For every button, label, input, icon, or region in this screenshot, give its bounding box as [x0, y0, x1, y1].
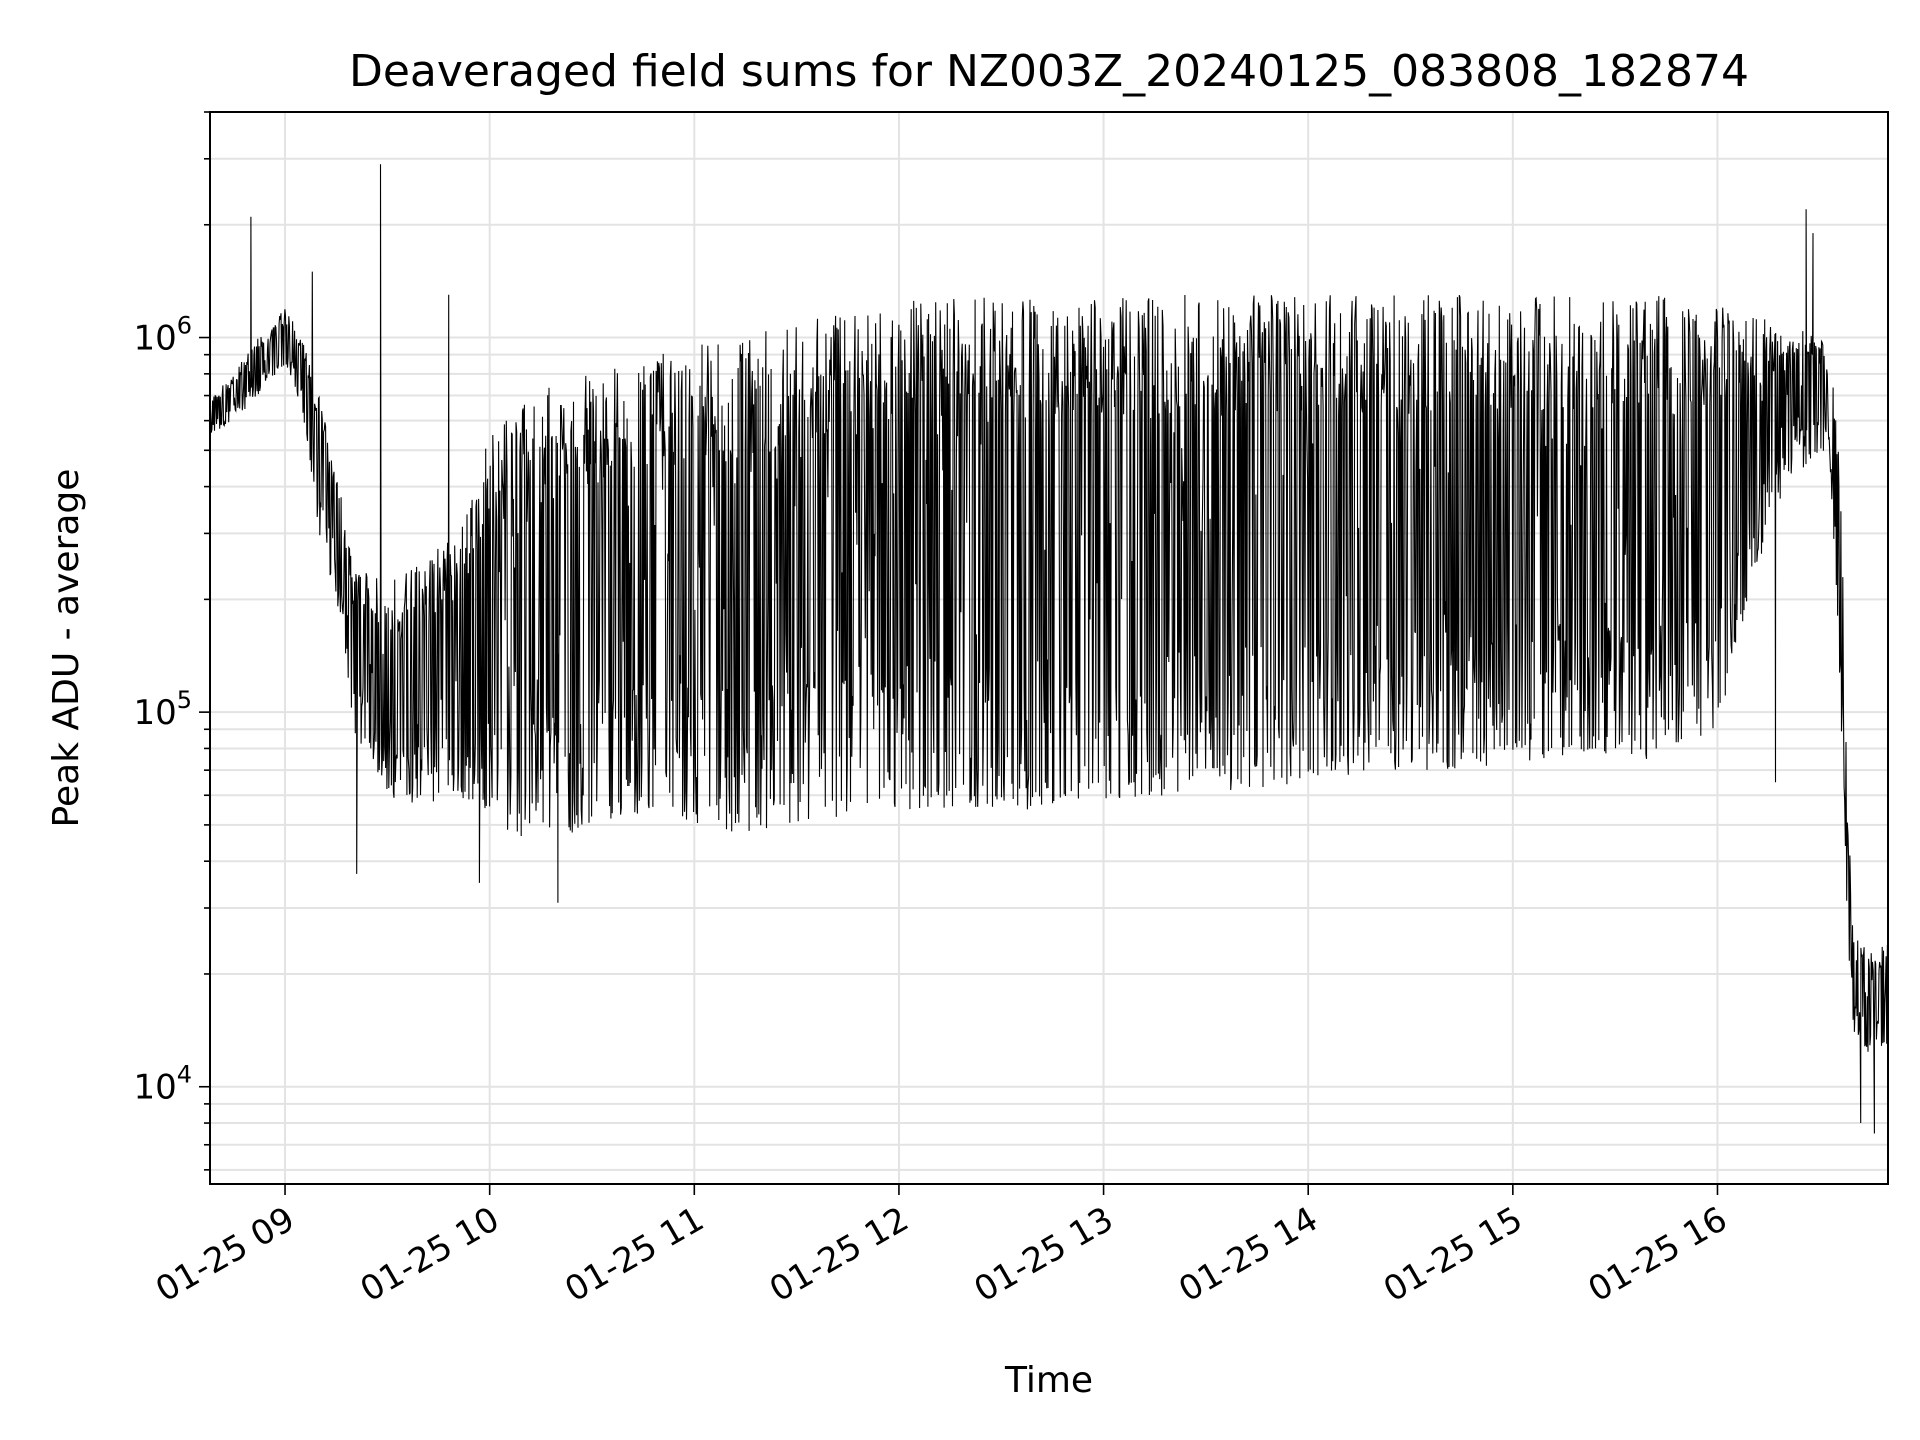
- series-layer: [209, 164, 1889, 1134]
- series-line: [209, 164, 1889, 1134]
- y-tick-label: 105: [133, 686, 192, 733]
- x-axis-label: Time: [1004, 1360, 1093, 1401]
- chart-title: Deaveraged field sums for NZ003Z_2024012…: [349, 46, 1749, 97]
- y-tick-label: 104: [133, 1061, 192, 1108]
- y-axis-label: Peak ADU - average: [46, 469, 87, 828]
- plot-frame: [209, 111, 1889, 1185]
- y-tick-label: 106: [133, 312, 192, 359]
